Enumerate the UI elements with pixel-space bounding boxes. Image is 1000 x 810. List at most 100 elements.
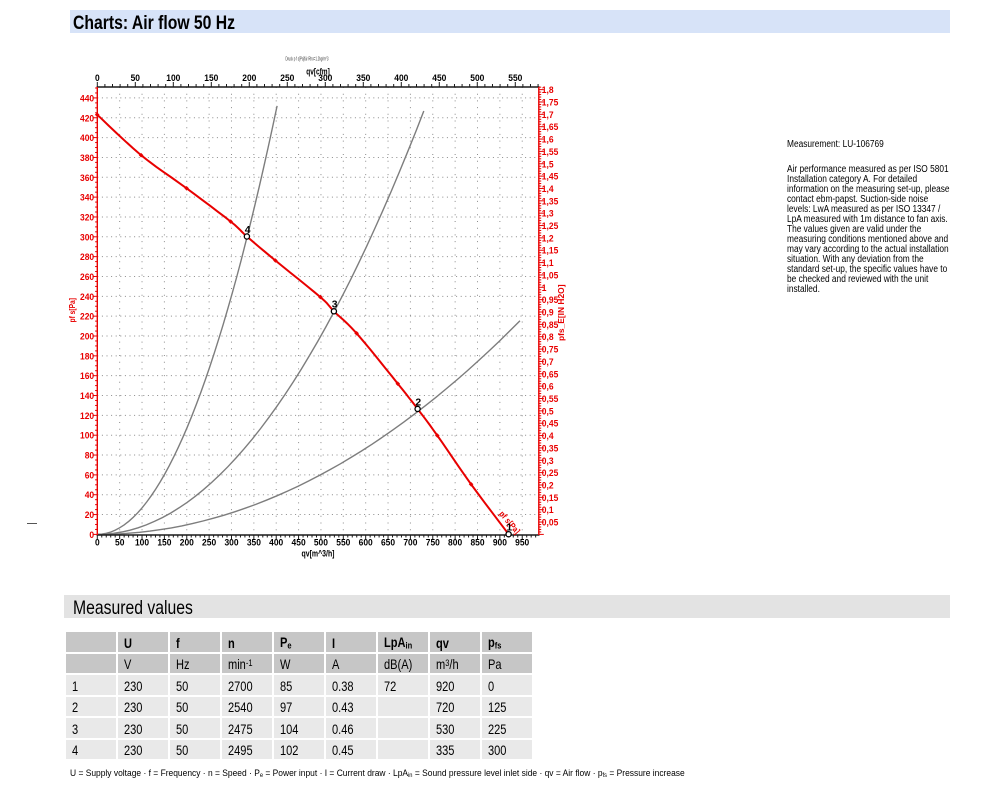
svg-text:0,2: 0,2 xyxy=(542,481,554,492)
svg-text:0,8: 0,8 xyxy=(542,332,554,343)
svg-text:1,65: 1,65 xyxy=(542,122,559,133)
svg-text:0,75: 0,75 xyxy=(542,345,559,356)
svg-text:2: 2 xyxy=(415,396,421,408)
svg-text:1: 1 xyxy=(506,522,512,534)
svg-text:1,15: 1,15 xyxy=(542,246,559,257)
svg-text:250: 250 xyxy=(280,73,294,84)
svg-text:3: 3 xyxy=(332,299,338,311)
svg-text:200: 200 xyxy=(242,73,256,84)
svg-text:400: 400 xyxy=(394,73,408,84)
svg-text:750: 750 xyxy=(426,537,440,548)
svg-text:150: 150 xyxy=(204,73,218,84)
svg-text:280: 280 xyxy=(80,252,94,263)
svg-text:0,15: 0,15 xyxy=(542,493,559,504)
svg-text:850: 850 xyxy=(470,537,484,548)
svg-text:1,3: 1,3 xyxy=(542,209,554,220)
svg-text:1: 1 xyxy=(542,283,547,294)
svg-text:0,7: 0,7 xyxy=(542,357,554,368)
svg-text:0,85: 0,85 xyxy=(542,320,559,331)
svg-text:240: 240 xyxy=(80,292,94,303)
svg-text:900: 900 xyxy=(493,537,507,548)
svg-text:1,45: 1,45 xyxy=(542,172,559,183)
svg-text:400: 400 xyxy=(269,537,283,548)
svg-text:1,5: 1,5 xyxy=(542,159,554,170)
svg-text:0,95: 0,95 xyxy=(542,295,559,306)
svg-text:4: 4 xyxy=(245,224,251,236)
svg-text:260: 260 xyxy=(80,272,94,283)
svg-text:350: 350 xyxy=(247,537,261,548)
svg-text:80: 80 xyxy=(85,451,94,462)
svg-text:100: 100 xyxy=(80,431,94,442)
svg-text:qv[cfm]: qv[cfm] xyxy=(306,67,330,77)
svg-text:320: 320 xyxy=(80,213,94,224)
svg-text:340: 340 xyxy=(80,193,94,204)
svg-text:550: 550 xyxy=(508,73,522,84)
svg-text:100: 100 xyxy=(166,73,180,84)
svg-text:220: 220 xyxy=(80,312,94,323)
svg-text:1,35: 1,35 xyxy=(542,196,559,207)
svg-text:0,05: 0,05 xyxy=(542,518,559,529)
svg-text:1,2: 1,2 xyxy=(542,233,554,244)
svg-text:0,9: 0,9 xyxy=(542,308,554,319)
svg-text:160: 160 xyxy=(80,371,94,382)
svg-text:0,55: 0,55 xyxy=(542,394,559,405)
svg-text:600: 600 xyxy=(359,537,373,548)
svg-text:420: 420 xyxy=(80,113,94,124)
svg-text:950: 950 xyxy=(515,537,529,548)
svg-text:Druck p f s[Pa]für Rho=1.2kg/m: Druck p f s[Pa]für Rho=1.2kg/m^3 xyxy=(286,57,329,63)
svg-text:550: 550 xyxy=(336,537,350,548)
svg-text:500: 500 xyxy=(314,537,328,548)
svg-text:0: 0 xyxy=(95,537,100,548)
svg-text:150: 150 xyxy=(157,537,171,548)
svg-text:0,6: 0,6 xyxy=(542,382,554,393)
svg-text:1,1: 1,1 xyxy=(542,258,554,269)
svg-text:qv[m^3/h]: qv[m^3/h] xyxy=(302,549,335,559)
svg-text:0,45: 0,45 xyxy=(542,419,559,430)
svg-text:650: 650 xyxy=(381,537,395,548)
svg-text:450: 450 xyxy=(432,73,446,84)
svg-text:350: 350 xyxy=(356,73,370,84)
svg-text:0,3: 0,3 xyxy=(542,456,554,467)
svg-text:pf s[Pa]: pf s[Pa] xyxy=(68,298,77,323)
svg-text:50: 50 xyxy=(131,73,140,84)
svg-text:300: 300 xyxy=(80,232,94,243)
svg-text:180: 180 xyxy=(80,351,94,362)
svg-text:500: 500 xyxy=(470,73,484,84)
svg-text:1,8: 1,8 xyxy=(542,85,554,96)
svg-text:40: 40 xyxy=(85,490,94,501)
svg-text:1,75: 1,75 xyxy=(542,98,559,109)
svg-text:400: 400 xyxy=(80,133,94,144)
svg-text:200: 200 xyxy=(180,537,194,548)
svg-text:120: 120 xyxy=(80,411,94,422)
svg-text:1,6: 1,6 xyxy=(542,135,554,146)
svg-text:440: 440 xyxy=(80,93,94,104)
svg-text:1,55: 1,55 xyxy=(542,147,559,158)
svg-text:380: 380 xyxy=(80,153,94,164)
svg-text:800: 800 xyxy=(448,537,462,548)
svg-text:300: 300 xyxy=(224,537,238,548)
svg-text:250: 250 xyxy=(202,537,216,548)
svg-text:200: 200 xyxy=(80,332,94,343)
svg-text:0,5: 0,5 xyxy=(542,406,554,417)
svg-text:1,7: 1,7 xyxy=(542,110,554,121)
svg-text:140: 140 xyxy=(80,391,94,402)
svg-text:20: 20 xyxy=(85,510,94,521)
svg-text:300: 300 xyxy=(318,73,332,84)
svg-text:0,65: 0,65 xyxy=(542,369,559,380)
svg-text:60: 60 xyxy=(85,470,94,481)
svg-text:700: 700 xyxy=(403,537,417,548)
svg-text:0,35: 0,35 xyxy=(542,443,559,454)
svg-text:50: 50 xyxy=(115,537,124,548)
svg-text:0,25: 0,25 xyxy=(542,468,559,479)
svg-text:0,1: 0,1 xyxy=(542,505,554,516)
svg-text:0,4: 0,4 xyxy=(542,431,554,442)
svg-text:0: 0 xyxy=(89,530,94,541)
svg-text:pfs_E[IN H2O]: pfs_E[IN H2O] xyxy=(556,284,566,341)
svg-text:450: 450 xyxy=(292,537,306,548)
svg-text:100: 100 xyxy=(135,537,149,548)
svg-text:1,4: 1,4 xyxy=(542,184,554,195)
svg-text:1,25: 1,25 xyxy=(542,221,559,232)
svg-text:1,05: 1,05 xyxy=(542,270,559,281)
svg-text:0: 0 xyxy=(95,73,100,84)
svg-text:360: 360 xyxy=(80,173,94,184)
